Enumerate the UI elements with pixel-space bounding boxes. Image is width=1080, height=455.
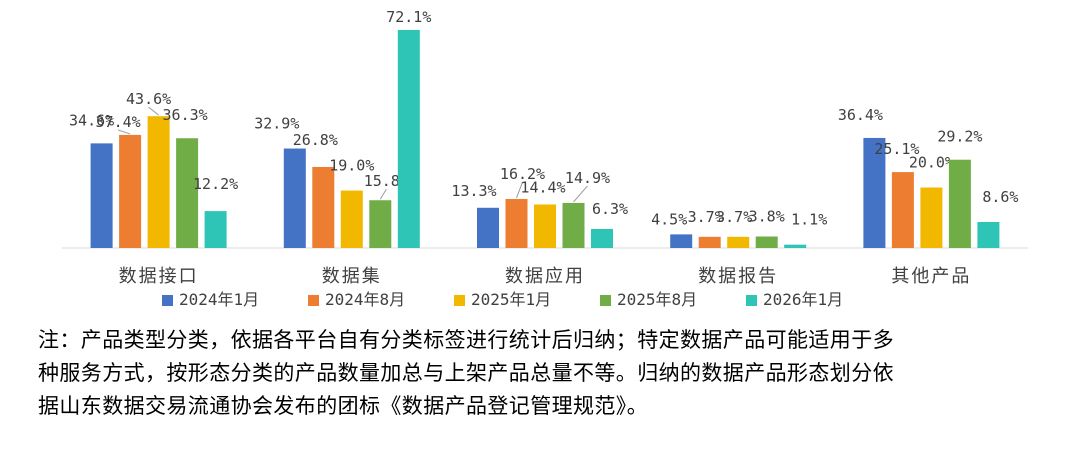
bar xyxy=(920,187,943,248)
label-leader-line xyxy=(573,185,588,203)
data-label: 26.8% xyxy=(293,131,338,149)
data-label: 43.6% xyxy=(126,90,171,108)
note-line: 据山东数据交易流通协会发布的团标《数据产品登记管理规范》。 xyxy=(38,394,649,418)
bar xyxy=(977,221,1000,248)
bar xyxy=(698,236,721,248)
data-label: 32.9% xyxy=(254,115,299,133)
data-label: 13.3% xyxy=(451,182,496,200)
data-label: 1.1% xyxy=(791,211,827,229)
bar xyxy=(891,172,914,248)
bar xyxy=(119,134,142,248)
bar xyxy=(591,228,613,248)
label-leader-line xyxy=(516,181,523,199)
data-label: 3.7% xyxy=(688,208,724,226)
bar xyxy=(397,30,420,248)
data-label: 14.9% xyxy=(565,169,610,187)
legend-swatch xyxy=(454,295,465,306)
data-label: 20.0% xyxy=(909,154,954,172)
bar xyxy=(534,204,556,248)
bar xyxy=(283,148,306,248)
bar xyxy=(369,200,392,248)
category-label: 数据接口 xyxy=(119,266,199,287)
legend-swatch xyxy=(162,295,173,306)
data-label: 25.1% xyxy=(874,140,919,158)
bar xyxy=(948,159,971,248)
bar xyxy=(477,207,499,248)
label-leader-line xyxy=(379,188,387,200)
bar xyxy=(863,137,886,248)
data-label: 4.5% xyxy=(651,210,687,228)
bar xyxy=(505,199,528,248)
bar xyxy=(340,190,363,248)
data-label: 37.4% xyxy=(96,113,141,131)
legend-label: 2024年8月 xyxy=(325,290,405,309)
data-label: 14.4% xyxy=(520,178,565,196)
data-label: 36.3% xyxy=(163,106,208,124)
category-label: 数据集 xyxy=(322,266,382,287)
data-label: 3.7% xyxy=(716,208,752,226)
bar xyxy=(670,234,693,248)
bar xyxy=(784,244,807,248)
data-label: 29.2% xyxy=(937,128,982,146)
category-label: 其他产品 xyxy=(891,266,971,287)
data-label: 8.6% xyxy=(982,188,1018,206)
bar xyxy=(727,236,750,248)
category-label: 数据应用 xyxy=(505,266,585,287)
note-line: 种服务方式，按形态分类的产品数量加总与上架产品总量不等。归纳的数据产品形态划分依 xyxy=(38,361,894,385)
label-leader-line xyxy=(117,129,131,135)
legend-swatch xyxy=(600,295,611,306)
data-label: 3.8% xyxy=(749,208,785,226)
bar xyxy=(176,138,199,248)
bar xyxy=(204,211,227,248)
bar-chart: 34.6%37.4% 43.6%36.3% 12.2% 数据接口 32.9%26.8% 1… xyxy=(62,8,1028,309)
bar xyxy=(90,143,113,248)
legend-swatch xyxy=(746,295,757,306)
bar xyxy=(755,236,778,248)
data-label: 36.4% xyxy=(838,106,883,124)
legend-label: 2026年1月 xyxy=(763,290,843,309)
data-label: 19.0% xyxy=(329,157,374,175)
bar xyxy=(312,166,335,248)
data-label: 6.3% xyxy=(592,200,628,218)
data-label: 34.6% xyxy=(69,111,114,129)
note-line: 注：产品类型分类，依据各平台自有分类标签进行统计后归纳；特定数据产品可能适用于多 xyxy=(38,328,894,352)
bar xyxy=(562,202,585,248)
data-label: 72.1% xyxy=(386,8,431,26)
chart-note: 注：产品类型分类，依据各平台自有分类标签进行统计后归纳；特定数据产品可能适用于多… xyxy=(38,324,1048,423)
data-label: 15.8% xyxy=(364,172,409,190)
bar xyxy=(147,116,170,248)
data-label: 16.2% xyxy=(500,165,545,183)
legend-swatch xyxy=(308,295,319,306)
category-label: 数据报告 xyxy=(698,266,778,287)
label-leader-line xyxy=(148,106,159,116)
legend-label: 2024年1月 xyxy=(179,290,259,309)
legend-label: 2025年8月 xyxy=(617,290,697,309)
data-label: 12.2% xyxy=(193,175,238,193)
legend-label: 2025年1月 xyxy=(471,290,551,309)
